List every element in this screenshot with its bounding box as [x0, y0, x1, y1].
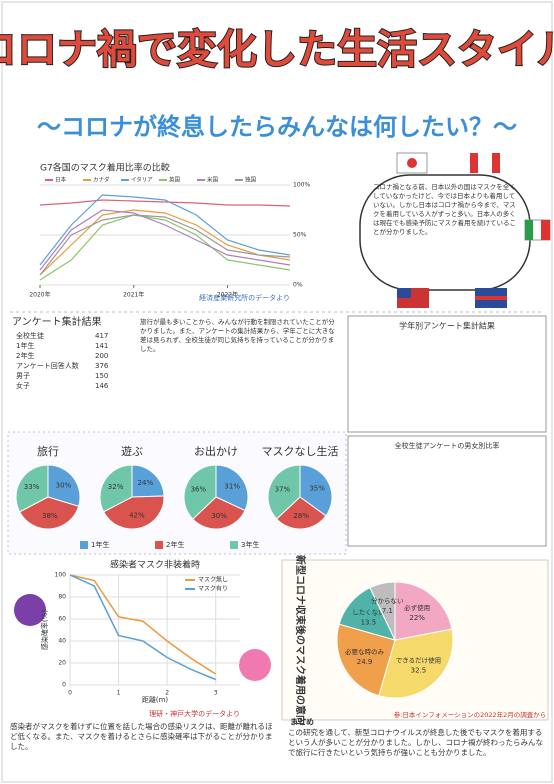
slice-label: したくない	[352, 609, 385, 617]
chart-source: 理研・神戸大学のデータより	[149, 709, 240, 718]
legend-label: マスク有り	[198, 585, 228, 593]
section-title: 全校生徒アンケートの男女別比率	[395, 441, 500, 450]
x-tick-label: 3	[214, 690, 218, 697]
poster: { "title": "コロナ禍で変化した生活スタイル", "subtitle"…	[0, 0, 554, 784]
section-title: アンケート集計結果	[12, 315, 102, 328]
y-tick-label: 50%	[293, 232, 307, 239]
survey-label: 女子	[16, 381, 30, 390]
slice-label: 必ず使用	[404, 603, 430, 612]
slice-label: できるだけ使用	[396, 656, 441, 665]
survey-value: 146	[95, 382, 109, 390]
legend-label: カナダ	[93, 176, 110, 184]
slice-value: 32.5	[411, 667, 427, 675]
poster-title: コロナ禍で変化した生活スタイル	[0, 27, 554, 73]
x-tick-label: 0	[68, 690, 72, 697]
survey-label: アンケート回答人数	[16, 361, 79, 370]
poster-subtitle: 〜コロナが終息したらみんなは何したい？〜	[37, 113, 517, 141]
legend-label: マスク無し	[198, 576, 228, 584]
survey-label: 2年生	[16, 351, 34, 360]
slice-value: 32%	[108, 483, 124, 491]
x-tick-label: 1	[117, 690, 121, 697]
slice-value: 22%	[409, 614, 425, 622]
slice-value: 30%	[211, 512, 227, 520]
chart-source: 参:日本インフォメーションの2022年2月の調査から	[394, 710, 547, 719]
y-tick-label: 100	[55, 572, 67, 579]
survey-value: 150	[95, 372, 108, 380]
slice-value: 38%	[42, 512, 58, 520]
pie-title: お出かけ	[194, 444, 238, 458]
legend-label: 3年生	[241, 540, 259, 549]
survey-value: 376	[95, 362, 109, 370]
survey-value: 141	[95, 342, 108, 350]
slice-value: 13.5	[361, 619, 377, 627]
survey-value: 417	[95, 332, 108, 340]
slice-value: 30%	[56, 482, 72, 490]
slice-value: 42%	[129, 512, 145, 520]
x-axis-label: 距離(m)	[142, 695, 169, 704]
slice-value: 35%	[309, 484, 325, 492]
slice-label: 必要な時のみ	[345, 647, 385, 656]
y-tick-label: 40	[58, 638, 66, 645]
flag-mark	[478, 153, 492, 173]
y-tick-label: 20	[58, 660, 66, 667]
legend-label: 1年生	[91, 540, 109, 549]
survey-label: 1年生	[16, 341, 34, 350]
pie-title: 旅行	[37, 444, 59, 458]
survey-label: 男子	[16, 372, 30, 380]
legend-label: 独国	[245, 176, 257, 184]
slice-value: 37%	[275, 485, 291, 493]
bottom-right-text: この研究を通して、新型コロナウイルスが終息した後でもマスクを着用するという人が多…	[288, 728, 546, 780]
y-axis-label: 感染確率(%)	[40, 610, 49, 650]
slice-value: 33%	[24, 483, 40, 491]
y-tick-label: 100%	[293, 182, 310, 189]
slice-value: 31%	[224, 483, 240, 491]
slice-value: 7.1	[382, 607, 393, 615]
virus-icon	[239, 649, 271, 681]
y-tick-label: 60	[58, 616, 66, 623]
section-title: 学年別アンケート集計結果	[399, 321, 495, 331]
chart-title: G7各国のマスク着用比率の比較	[40, 162, 170, 174]
survey-note: 旅行が最も多いことから、みんなが行動を制限されていたことが分かりました。また、ア…	[140, 318, 340, 368]
bottom-left-text: 感染者がマスクを着けずに位置を話した場合の感染リスクは、距離が離れるほど低くなる…	[10, 722, 275, 780]
legend-swatch	[155, 541, 163, 549]
survey-label: 全校生徒	[16, 331, 44, 340]
legend-label: 2年生	[166, 540, 184, 549]
slice-value: 36%	[191, 485, 207, 493]
x-tick-label: 2021年	[123, 291, 144, 299]
slice-value: 24.9	[357, 658, 373, 666]
pie-title: 遊ぶ	[121, 444, 143, 458]
pie-title: マスクなし生活	[262, 444, 339, 458]
flag-mark	[397, 288, 411, 298]
chart-title: 感染者マスク非装着時	[110, 559, 200, 571]
legend-label: 英国	[169, 176, 181, 184]
slice-value: 28%	[293, 512, 309, 520]
flag-mark	[541, 220, 550, 240]
y-tick-label: 0%	[293, 282, 303, 289]
chart-source: 経済産業研究所のデータより	[199, 293, 290, 302]
slice-label: 分からない	[371, 596, 404, 605]
poster-canvas: コロナ禍で変化した生活スタイル 〜コロナが終息したらみんなは何したい？〜 まとめ…	[0, 0, 554, 784]
survey-value: 200	[95, 352, 108, 360]
x-tick-label: 2020年	[29, 291, 50, 299]
flag-mark	[407, 158, 417, 168]
y-tick-label: 0	[62, 682, 66, 689]
callout-text: コロナ禍となる前、日本以外の国はマスクを全くしていなかったけど、今では日本よりも…	[373, 183, 519, 283]
legend-swatch	[80, 541, 88, 549]
legend-swatch	[230, 541, 238, 549]
y-tick-label: 80	[58, 594, 66, 601]
legend-label: イタリア	[131, 176, 153, 184]
legend-label: 日本	[55, 176, 67, 184]
slice-value: 24%	[138, 479, 154, 487]
legend-label: 米国	[207, 176, 219, 184]
pie-title: 新型コロナ収束後のマスク着用の意向	[294, 555, 307, 725]
flag-mark	[525, 220, 533, 240]
